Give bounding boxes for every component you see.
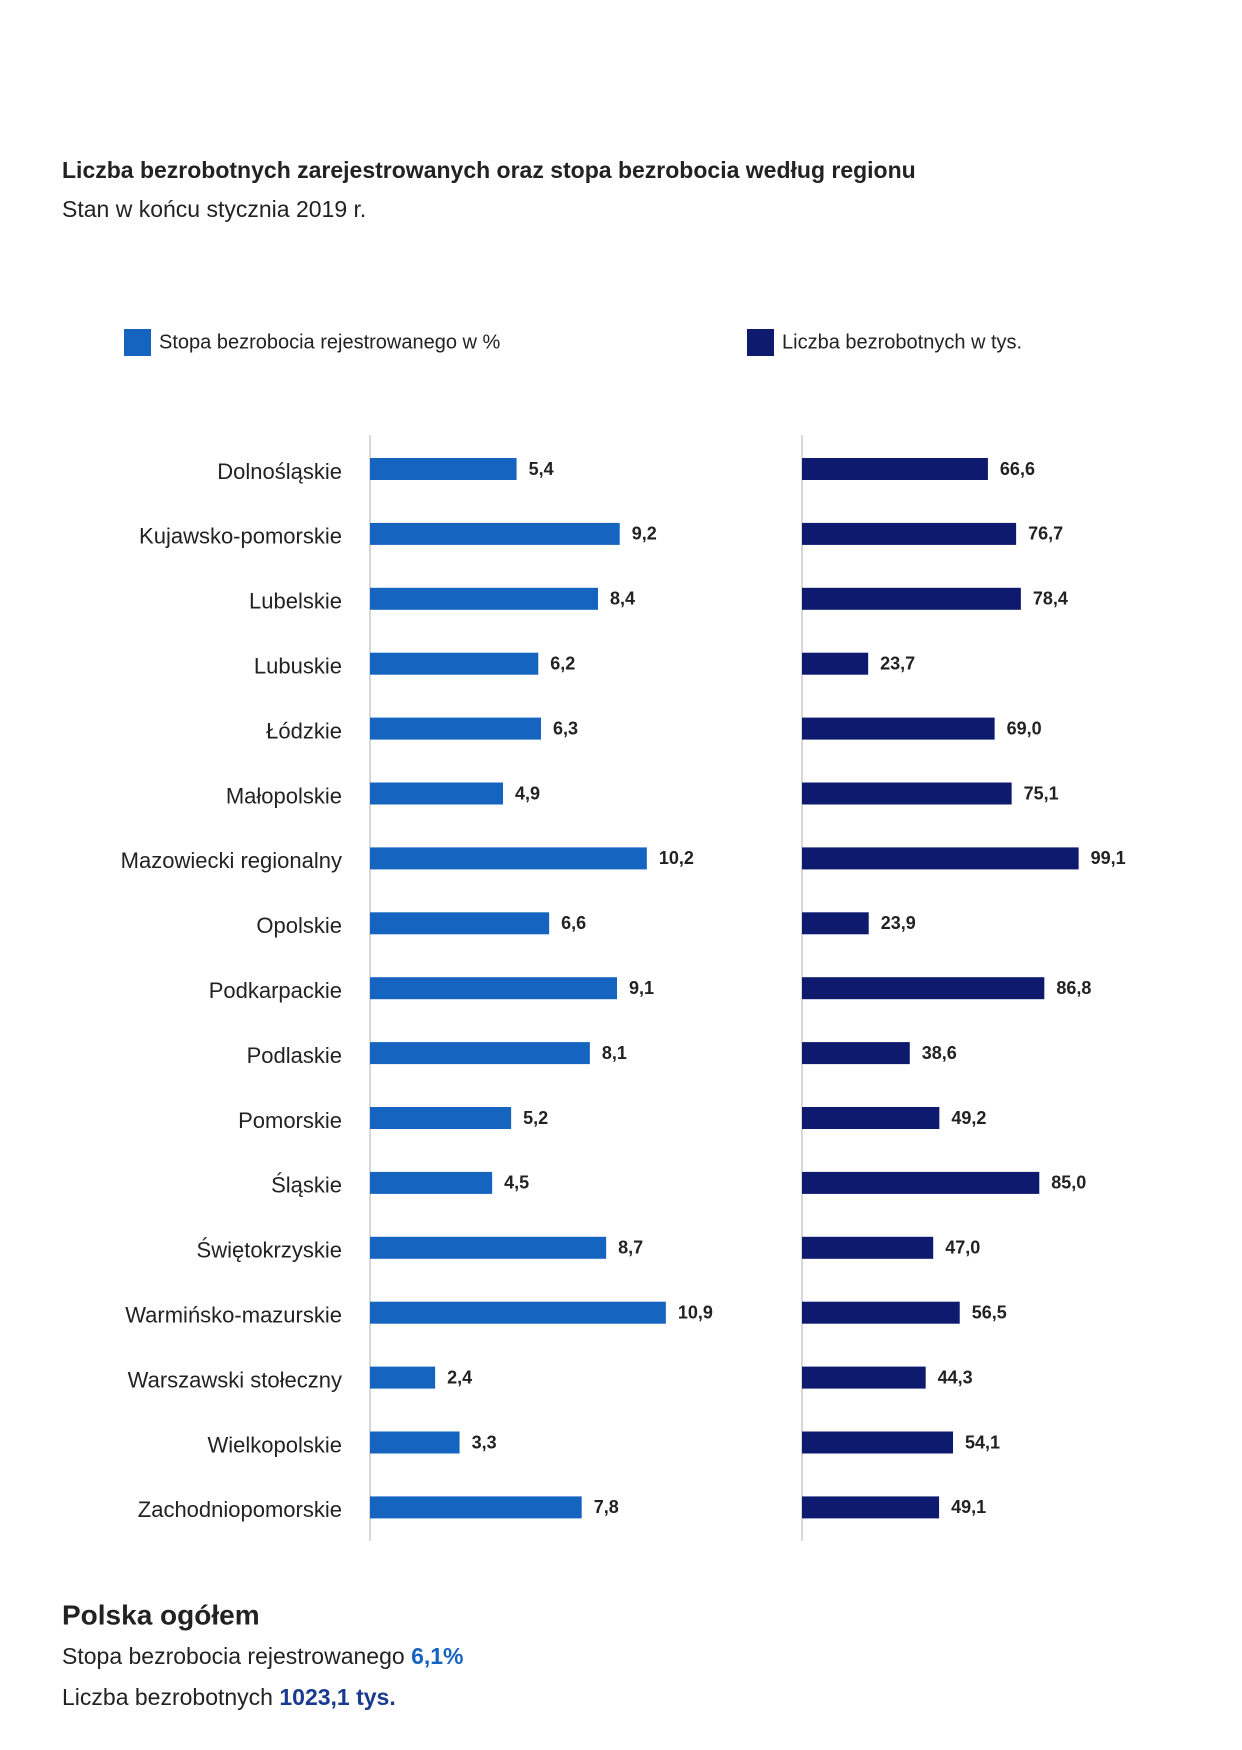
bar [802, 522, 1017, 545]
bar [370, 912, 550, 935]
legend-label: Liczba bezrobotnych w tys. [782, 331, 1022, 353]
bar [370, 1301, 666, 1324]
bar [802, 782, 1012, 805]
summary-label: Stopa bezrobocia rejestrowanego [62, 1643, 405, 1669]
bar [802, 458, 988, 480]
value-label: 38,6 [922, 1043, 957, 1063]
bar [802, 1496, 940, 1519]
bar [370, 1042, 590, 1065]
value-label: 99,1 [1091, 848, 1126, 868]
summary-label: Liczba bezrobotnych [62, 1684, 273, 1710]
category-label: Małopolskie [226, 783, 342, 808]
bar [370, 522, 620, 545]
value-label: 5,4 [529, 459, 554, 479]
category-label: Warmińsko-mazurskie [125, 1303, 342, 1328]
legend-label: Stopa bezrobocia rejestrowanego w % [159, 331, 501, 353]
bar [802, 717, 995, 740]
category-label: Mazowiecki regionalny [121, 848, 342, 873]
bar [802, 912, 869, 935]
value-label: 9,1 [629, 978, 654, 998]
value-label: 66,6 [1000, 459, 1035, 479]
category-label: Warszawski stołeczny [128, 1367, 342, 1392]
value-label: 49,2 [951, 1108, 986, 1128]
category-label: Kujawsko-pomorskie [139, 524, 342, 549]
bar [802, 1301, 960, 1324]
bar [802, 1431, 954, 1454]
bar [370, 717, 541, 740]
summary-value: 6,1% [411, 1643, 463, 1669]
bar [370, 847, 647, 870]
category-label: Śląskie [271, 1173, 342, 1198]
value-label: 56,5 [972, 1302, 1007, 1322]
value-label: 3,3 [472, 1432, 497, 1452]
category-label: Łódzkie [266, 718, 342, 743]
value-label: 7,8 [594, 1497, 619, 1517]
category-label: Wielkopolskie [208, 1432, 343, 1457]
value-label: 2,4 [447, 1367, 472, 1387]
bar [370, 1366, 436, 1389]
bar [802, 1107, 940, 1129]
value-label: 6,2 [550, 653, 575, 673]
bar [370, 1107, 512, 1129]
category-label: Zachodniopomorskie [138, 1497, 342, 1522]
value-label: 10,9 [678, 1302, 713, 1322]
bar [370, 652, 539, 675]
bar [370, 1496, 582, 1519]
value-label: 8,4 [610, 589, 635, 609]
bar [370, 587, 598, 610]
category-label: Świętokrzyskie [197, 1238, 342, 1263]
value-label: 54,1 [965, 1432, 1000, 1452]
value-label: 6,6 [561, 913, 586, 933]
value-label: 76,7 [1028, 524, 1063, 544]
category-label: Opolskie [256, 913, 342, 938]
value-label: 23,7 [880, 653, 915, 673]
value-label: 75,1 [1024, 783, 1059, 803]
value-label: 69,0 [1007, 718, 1042, 738]
bar [802, 977, 1045, 1000]
value-label: 8,7 [618, 1238, 643, 1258]
chart-subtitle: Stan w końcu stycznia 2019 r. [62, 196, 366, 222]
value-label: 23,9 [881, 913, 916, 933]
value-label: 85,0 [1051, 1173, 1086, 1193]
legend-swatch [124, 329, 151, 356]
value-label: 78,4 [1033, 589, 1068, 609]
summary-value: 1023,1 tys. [279, 1684, 395, 1710]
bar [802, 1236, 934, 1259]
category-label: Dolnośląskie [217, 459, 342, 484]
bar [802, 1366, 926, 1389]
summary-line: Stopa bezrobocia rejestrowanego 6,1% [62, 1643, 464, 1669]
chart-title: Liczba bezrobotnych zarejestrowanych ora… [62, 157, 916, 183]
bar [802, 847, 1079, 870]
bar [370, 1236, 607, 1259]
summary-title: Polska ogółem [62, 1599, 260, 1630]
summary-line: Liczba bezrobotnych 1023,1 tys. [62, 1684, 396, 1710]
value-label: 49,1 [951, 1497, 986, 1517]
value-label: 4,5 [504, 1173, 529, 1193]
value-label: 8,1 [602, 1043, 627, 1063]
value-label: 6,3 [553, 718, 578, 738]
category-label: Lubuskie [254, 654, 342, 679]
bar [370, 1171, 493, 1194]
bar [802, 652, 869, 675]
value-label: 44,3 [938, 1367, 973, 1387]
bar [370, 458, 517, 480]
value-label: 10,2 [659, 848, 694, 868]
value-label: 9,2 [632, 524, 657, 544]
bar [802, 587, 1021, 610]
bar [370, 977, 617, 1000]
category-label: Pomorskie [238, 1108, 342, 1133]
value-label: 47,0 [945, 1238, 980, 1258]
bar [370, 1431, 460, 1454]
legend-swatch [747, 329, 774, 356]
category-label: Podkarpackie [209, 978, 342, 1003]
category-label: Podlaskie [247, 1043, 342, 1068]
bar [370, 782, 503, 805]
value-label: 5,2 [523, 1108, 548, 1128]
value-label: 4,9 [515, 783, 540, 803]
bar [802, 1171, 1040, 1194]
category-label: Lubelskie [249, 589, 342, 614]
value-label: 86,8 [1056, 978, 1091, 998]
bar [802, 1042, 910, 1065]
